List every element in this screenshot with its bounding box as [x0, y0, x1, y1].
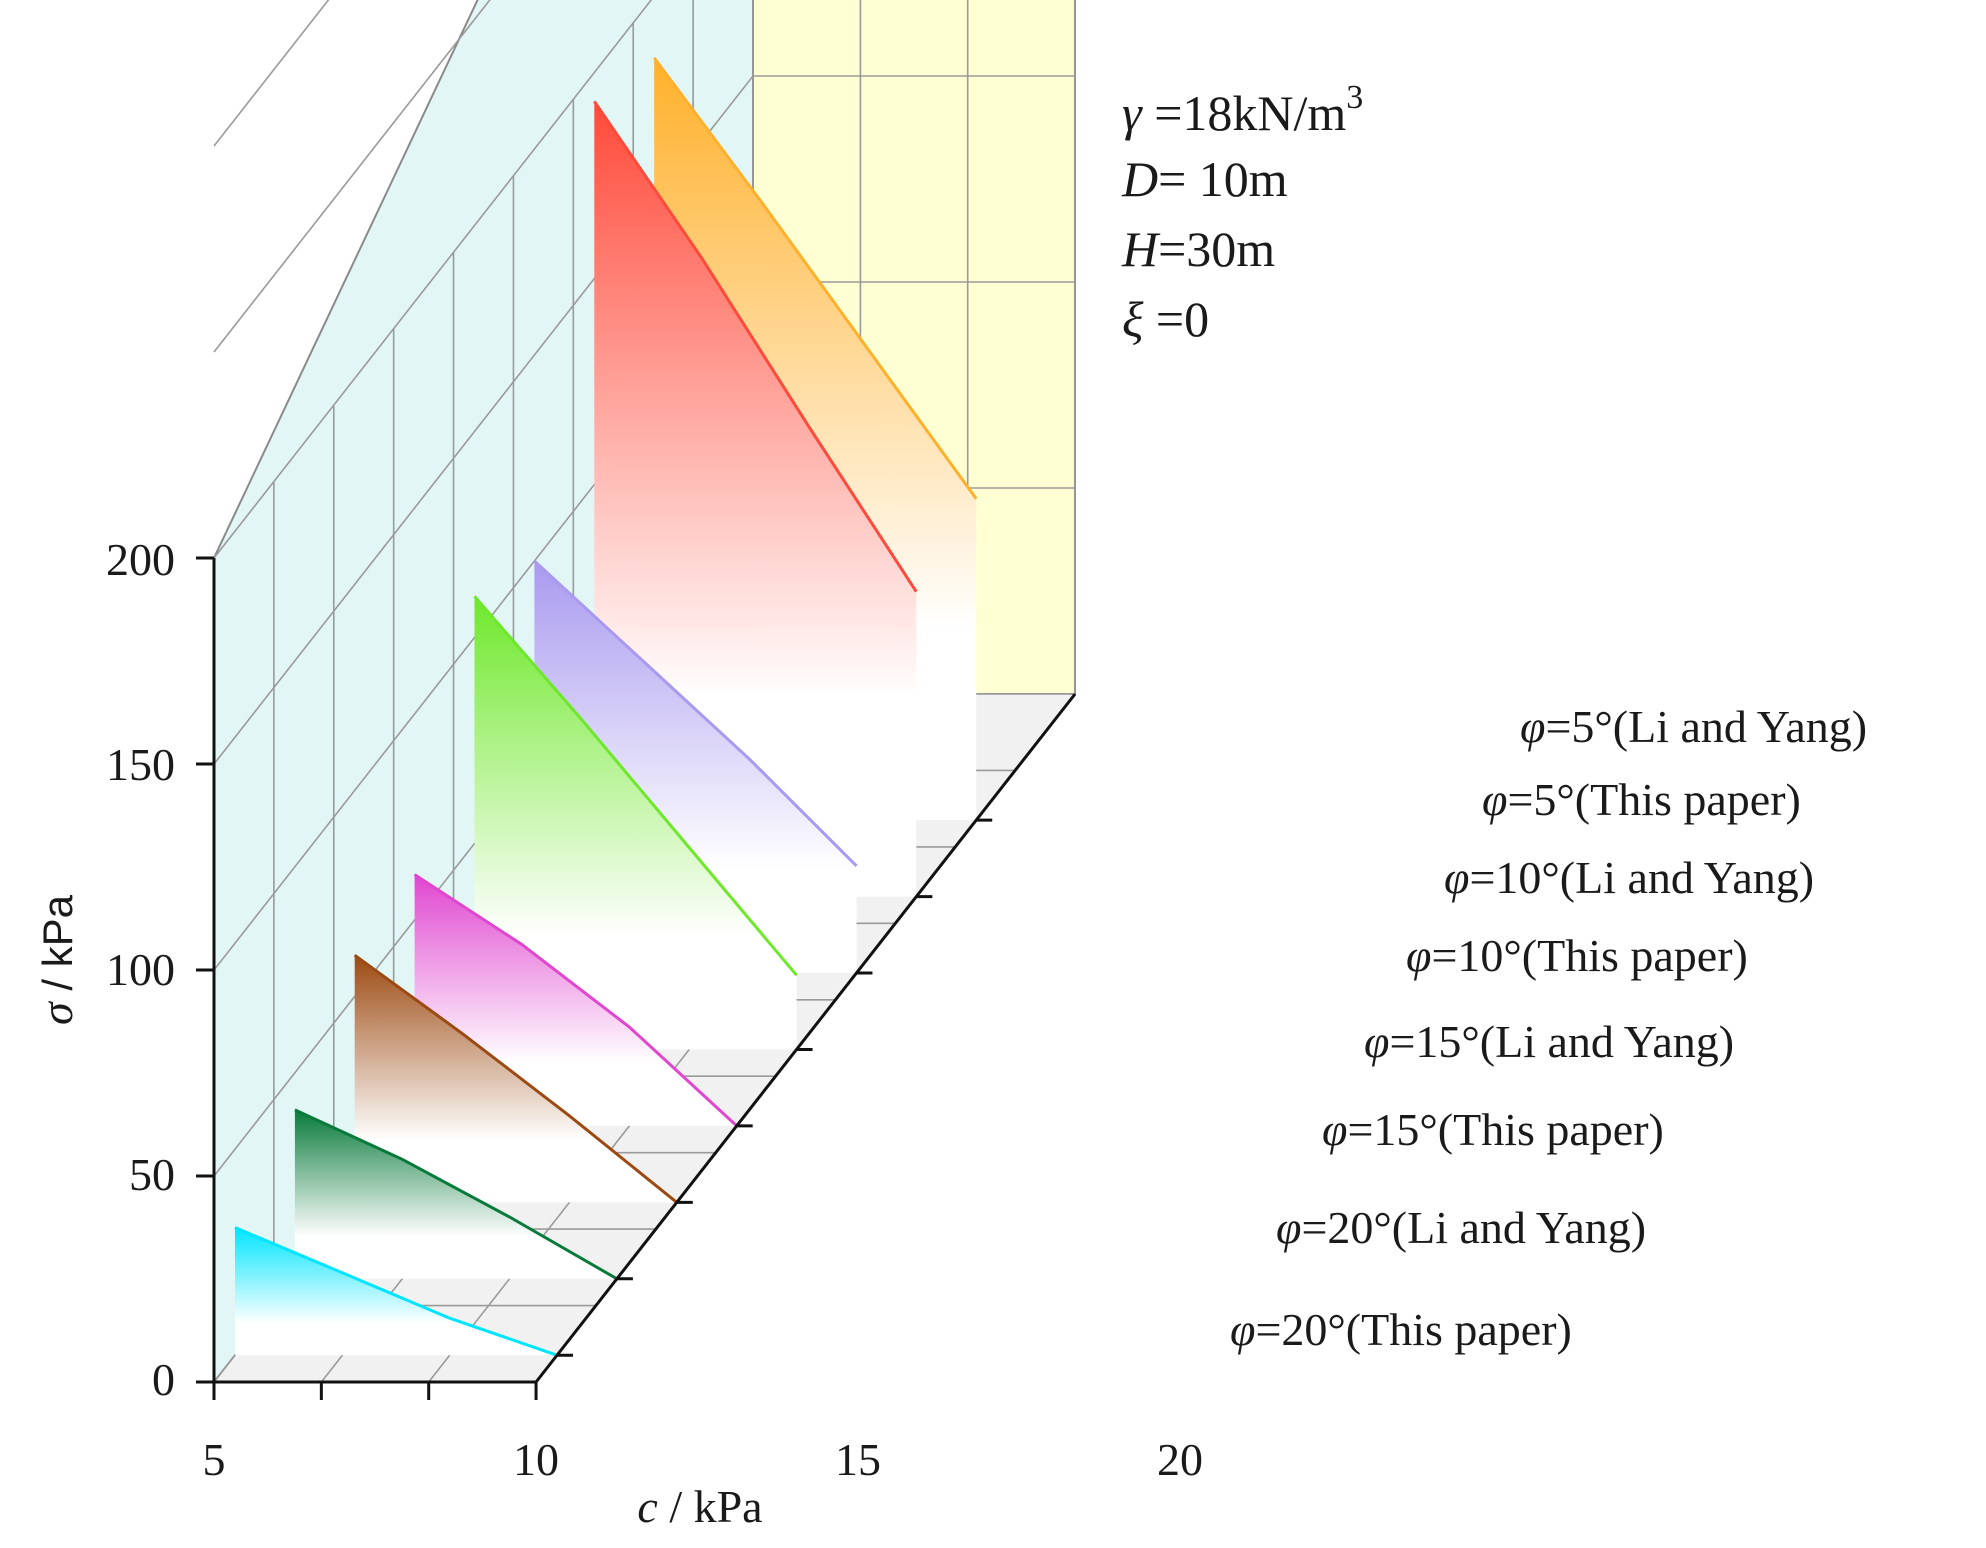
series-line [652, 57, 978, 500]
series-area [474, 596, 797, 1050]
series-label: φ=5°(This paper) [1482, 774, 1801, 825]
annotation-gamma: γ =18kN/m3 [1122, 79, 1363, 141]
x-tick-labels: 5 10 15 20 [203, 1434, 1204, 1485]
series-line [234, 1226, 558, 1357]
annotation-H: H=30m [1121, 221, 1275, 277]
series-layer [234, 57, 978, 1357]
series-label: φ=10°(This paper) [1406, 930, 1748, 981]
y-tick-label: 0 [152, 1354, 175, 1405]
series-line [413, 873, 738, 1128]
y-tick-labels: 0 50 100 150 200 [106, 534, 175, 1405]
x-tick-label: 20 [1157, 1434, 1203, 1485]
y-axis-title: σ / kPa [31, 894, 82, 1025]
y-tick-label: 50 [129, 1149, 175, 1200]
z-axis [534, 693, 1077, 1383]
series-line [593, 100, 918, 593]
series-label: φ=15°(Li and Yang) [1364, 1016, 1734, 1067]
parameter-annotations: γ =18kN/m3 D= 10m H=30m ξ =0 [1121, 79, 1363, 347]
series-label: φ=10°(Li and Yang) [1444, 852, 1814, 903]
series-labels: φ=5°(Li and Yang) φ=5°(This paper) φ=10°… [1230, 701, 1867, 1355]
x-tick-label: 15 [835, 1434, 881, 1485]
grid-line [213, 0, 491, 353]
grid-line [213, 0, 653, 559]
x-tick-label: 10 [513, 1434, 559, 1485]
y-tick-label: 150 [106, 739, 175, 790]
annotation-D: D= 10m [1121, 151, 1288, 207]
series-label: φ=15°(This paper) [1322, 1104, 1664, 1155]
series-area [354, 955, 677, 1203]
series-line [294, 1108, 618, 1281]
x-tick-label: 5 [203, 1434, 226, 1485]
series-area [235, 1227, 557, 1356]
y-tick-label: 100 [106, 944, 175, 995]
series-line [533, 559, 858, 867]
series-line [473, 595, 798, 977]
series-label: φ=20°(This paper) [1230, 1304, 1572, 1355]
y-tick-label: 200 [106, 534, 175, 585]
series-label: φ=5°(Li and Yang) [1520, 701, 1867, 752]
x-axis-title: c / kPa [637, 1481, 762, 1532]
series-area [294, 1109, 617, 1279]
series-label: φ=20°(Li and Yang) [1276, 1202, 1646, 1253]
series-line [353, 953, 678, 1204]
axes [196, 556, 1077, 1400]
annotation-xi: ξ =0 [1122, 291, 1209, 347]
grid-line [213, 75, 1075, 765]
